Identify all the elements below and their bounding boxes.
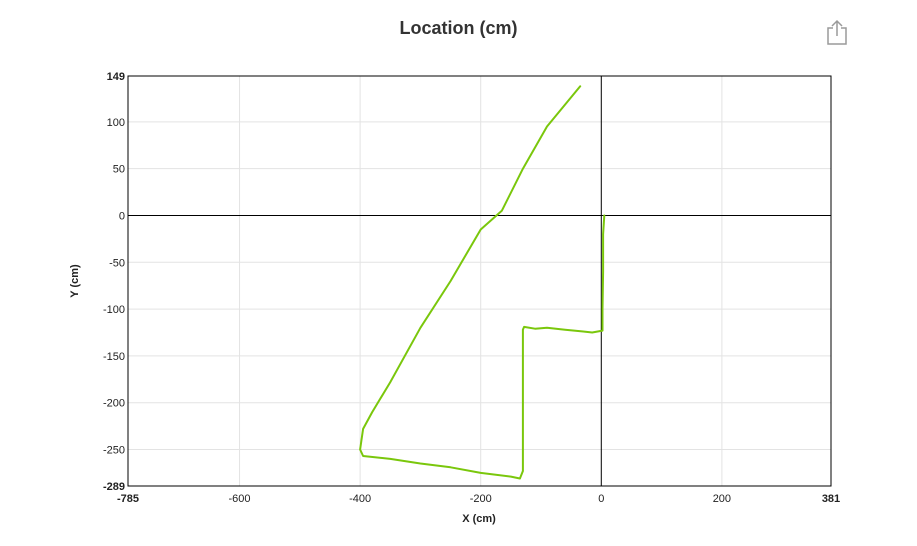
zero-axes: [128, 76, 831, 486]
x-axis-label: X (cm): [462, 513, 496, 525]
y-tick-label: 0: [119, 210, 125, 222]
y-tick-labels: 149 100 50 0 -50 -100 -150 -200 -250 -289: [103, 71, 125, 493]
x-tick-label: 200: [713, 493, 731, 505]
y-tick-label: -289: [103, 481, 125, 493]
x-tick-labels: -785 -600 -400 -200 0 200 381: [117, 493, 840, 505]
y-tick-label: -100: [103, 304, 125, 316]
y-tick-label: -200: [103, 398, 125, 410]
y-tick-label: -50: [109, 257, 125, 269]
y-tick-label: 100: [107, 117, 125, 129]
x-tick-label: -400: [349, 493, 371, 505]
y-tick-label: -250: [103, 444, 125, 456]
x-tick-label: -600: [229, 493, 251, 505]
y-tick-label: 50: [113, 164, 125, 176]
grid-lines: [128, 76, 831, 486]
series-line: [359, 85, 606, 480]
x-tick-label: 0: [598, 493, 604, 505]
y-tick-label: -150: [103, 351, 125, 363]
y-axis-label: Y (cm): [69, 264, 81, 298]
y-tick-label: 149: [107, 71, 125, 83]
x-tick-label: -785: [117, 493, 139, 505]
x-tick-label: -200: [470, 493, 492, 505]
chart-title: Location (cm): [399, 18, 518, 38]
share-icon: [827, 19, 847, 45]
series-layer: [359, 85, 606, 480]
x-tick-label: 381: [822, 493, 840, 505]
share-button[interactable]: [825, 18, 849, 46]
plot-frame: [127, 75, 832, 487]
